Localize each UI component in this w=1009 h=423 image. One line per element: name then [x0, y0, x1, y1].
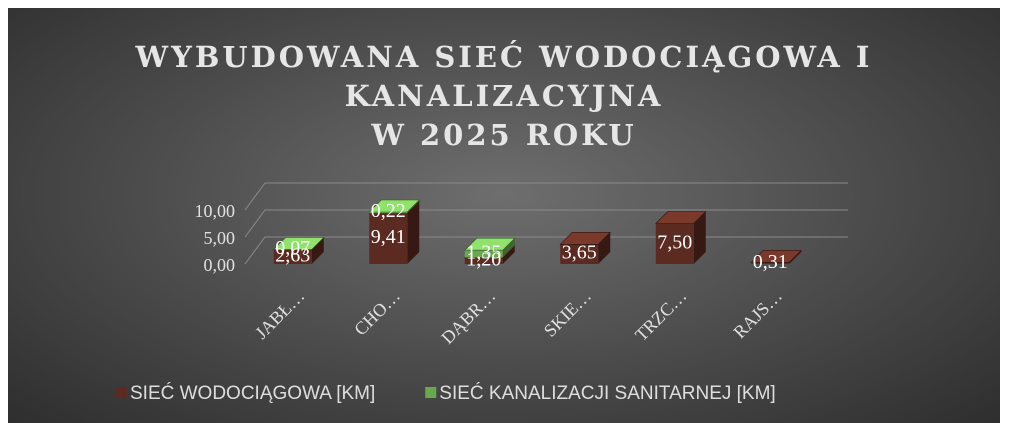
- value-label: 1,35: [466, 241, 501, 263]
- y-tick-label: 10,00: [195, 201, 236, 221]
- value-label: 2,63: [275, 244, 310, 266]
- plot: 0,00 5,00 10,00 2,630,07 JABŁ… 9,41 0,22 CHO… 1,…: [116, 182, 848, 404]
- value-label: 1,20: [466, 248, 501, 270]
- value-label: 3,65: [562, 242, 597, 264]
- value-label: 9,41: [371, 226, 406, 248]
- value-label: 0,07: [275, 237, 310, 259]
- bar-top: [464, 237, 516, 251]
- bar-side: [311, 237, 324, 264]
- y-tick-label: 5,00: [204, 228, 236, 248]
- x-tick-label: SKIE…: [540, 286, 595, 341]
- value-label: 7,50: [657, 231, 692, 253]
- chart-title: WYBUDOWANA SIEĆ WODOCIĄGOWA I KANALIZACY…: [135, 40, 873, 152]
- x-tick-label: JABŁ…: [251, 286, 308, 343]
- x-tick-label: TRZC…: [631, 286, 690, 345]
- bar: [369, 213, 408, 264]
- value-label: 0,22: [371, 200, 406, 222]
- grid-line: [244, 182, 848, 211]
- bar: [273, 249, 312, 264]
- x-tick-label: CHO…: [350, 286, 404, 340]
- value-label: 0,31: [753, 251, 788, 273]
- grid-line: [244, 236, 848, 265]
- bar-top: [368, 199, 420, 213]
- bar: [369, 211, 408, 214]
- bar-top: [750, 250, 802, 263]
- bar-top: [655, 211, 707, 224]
- bar: [560, 244, 599, 264]
- y-tick-label: 0,00: [204, 255, 236, 275]
- legend-swatch: [116, 387, 127, 398]
- bar-side: [502, 238, 515, 258]
- bar-side: [693, 211, 706, 264]
- legend-label: SIEĆ WODOCIĄGOWA [KM]: [130, 382, 375, 404]
- bar-top: [273, 237, 325, 250]
- x-tick-label: RAJS…: [729, 286, 786, 343]
- bar: [464, 250, 503, 258]
- bar: [464, 257, 503, 264]
- grid-line: [244, 209, 848, 238]
- bar: [655, 223, 694, 264]
- chart: WYBUDOWANA SIEĆ WODOCIĄGOWA I KANALIZACY…: [8, 8, 1000, 423]
- bar-side: [407, 201, 420, 264]
- bar-top: [559, 231, 611, 245]
- bar-side: [598, 232, 611, 264]
- x-tick-label: DĄBR…: [437, 286, 499, 348]
- bar: [751, 262, 790, 264]
- legend-label: SIEĆ KANALIZACJI SANITARNEJ [KM]: [439, 382, 775, 404]
- bar-side: [502, 245, 515, 264]
- legend-swatch: [425, 387, 437, 398]
